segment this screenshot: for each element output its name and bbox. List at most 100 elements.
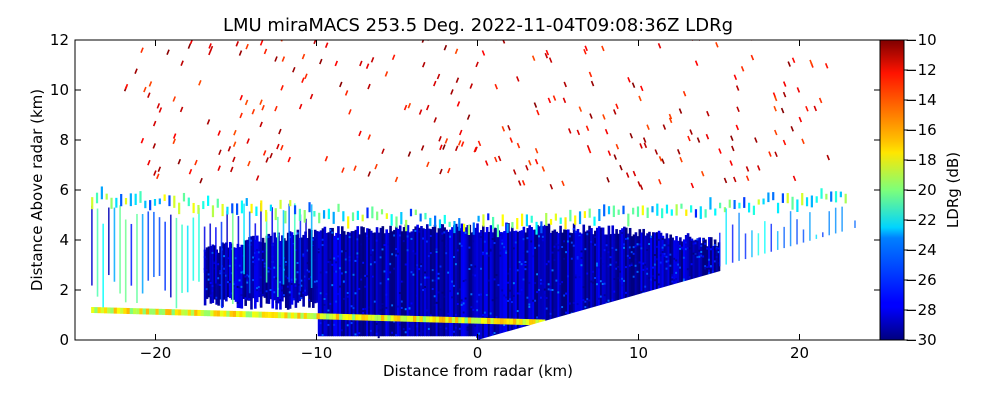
cloud-speckle (232, 286, 235, 289)
cloud-column (711, 245, 715, 274)
cloud-speckle (319, 292, 322, 295)
x-tick-label: −10 (301, 344, 333, 362)
melting-layer-cell (358, 314, 362, 321)
cloud-top-cell (327, 208, 330, 220)
cloud-speckle (611, 247, 614, 250)
cloud-speckle (373, 300, 376, 303)
cloud-speckle (437, 291, 440, 294)
cloud-top-cell (231, 203, 234, 214)
cloud-speckle (543, 293, 546, 296)
cloud-speckle (429, 234, 432, 237)
cloud-speckle (559, 307, 562, 310)
high-return-dash (217, 165, 221, 171)
cloud-speckle (576, 257, 579, 260)
melting-layer-cell (322, 313, 327, 320)
cloud-speckle (369, 329, 372, 332)
cloud-speckle (551, 269, 554, 272)
cloud-speckle (356, 238, 359, 241)
cloud-speckle (538, 235, 541, 238)
cloud-speckle (681, 247, 684, 250)
cloud-column (518, 230, 522, 329)
high-return-dash (263, 48, 268, 55)
cloud-speckle (238, 264, 241, 267)
cloud-speckle (269, 267, 272, 270)
cloud-top-cell (607, 206, 611, 215)
cloud-top-cell (699, 206, 702, 219)
cloud-speckle (545, 307, 548, 310)
melting-layer-cell (429, 316, 433, 323)
cloud-top-cell (796, 199, 799, 212)
cloud-speckle (308, 270, 311, 273)
melting-layer-cell (374, 314, 378, 321)
cloud-speckle (524, 263, 527, 266)
cloud-top-cell (467, 225, 471, 235)
cloud-streak (265, 212, 268, 283)
cloud-speckle (567, 275, 570, 278)
melting-layer-cell (435, 316, 440, 323)
cloud-speckle (445, 245, 448, 248)
cloud-speckle (281, 284, 284, 287)
cloud-speckle (482, 253, 485, 256)
cloud-top-cell (477, 215, 480, 222)
cloud-speckle (630, 263, 633, 266)
cloud-top-cell (289, 200, 292, 207)
high-return-dash (166, 49, 170, 55)
cloud-speckle (350, 322, 353, 325)
melting-layer-cell (387, 315, 391, 322)
cloud-top-cell (202, 201, 205, 210)
high-return-dash (426, 161, 430, 168)
cloud-top-cell (757, 199, 760, 205)
colorbar-tick-label: −20 (905, 181, 937, 199)
melting-layer-cell (184, 309, 188, 316)
cloud-speckle (410, 271, 413, 274)
cloud-top-cell (380, 209, 384, 215)
cloud-column (354, 229, 358, 337)
cloud-column (590, 228, 593, 308)
cloud-top-cell (598, 208, 601, 222)
cloud-speckle (541, 239, 544, 242)
cloud-speckle (400, 306, 403, 309)
right-streak (764, 221, 766, 254)
high-return-dash (134, 68, 138, 74)
melting-layer-cell (139, 308, 143, 315)
cloud-top-cell (443, 214, 446, 224)
cloud-column (648, 231, 651, 292)
cloud-speckle (675, 277, 678, 280)
melting-layer-cell (287, 312, 291, 319)
cloud-column (491, 232, 495, 336)
cloud-speckle (528, 303, 531, 306)
cloud-speckle (439, 265, 442, 268)
high-return-dash (780, 107, 785, 114)
cloud-speckle (306, 262, 309, 265)
cloud-top-cell (236, 203, 239, 215)
x-axis: −20 −10 0 10 20 (140, 40, 809, 362)
cloud-speckle (663, 244, 666, 247)
right-streak (789, 211, 792, 247)
cloud-top-cell (385, 213, 388, 219)
cloud-speckle (298, 283, 301, 286)
cloud-speckle (313, 236, 316, 239)
cloud-speckle (453, 284, 456, 287)
cloud-speckle (232, 281, 235, 284)
cloud-top-cell (535, 221, 538, 235)
cloud-column (418, 227, 421, 337)
high-return-dash (516, 142, 521, 149)
cloud-speckle (580, 264, 583, 267)
cloud-speckle (331, 284, 334, 287)
cloud-top-cell (226, 206, 229, 215)
cloud-column (507, 223, 510, 332)
cloud-column (387, 232, 390, 337)
cloud-speckle (379, 282, 382, 285)
cloud-speckle (549, 288, 552, 291)
melting-layer-cell (535, 319, 539, 326)
cloud-speckle (646, 248, 649, 251)
x-tick-label: −20 (140, 344, 172, 362)
cloud-speckle (470, 264, 473, 267)
high-return-dash (552, 95, 557, 101)
cloud-speckle (601, 231, 604, 234)
cloud-speckle (700, 244, 703, 247)
high-return-dash (602, 114, 606, 120)
high-return-dash (824, 63, 829, 69)
high-return-dash (547, 97, 552, 104)
cloud-speckle (406, 229, 409, 232)
